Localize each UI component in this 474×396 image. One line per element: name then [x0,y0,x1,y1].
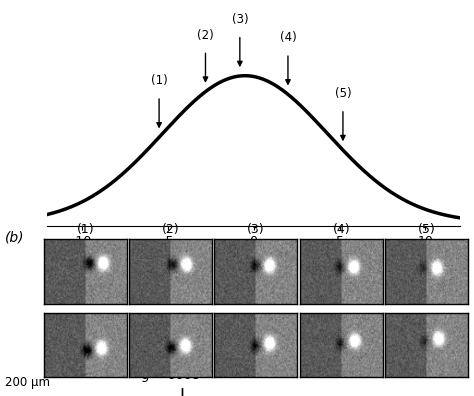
Text: (b): (b) [5,231,24,245]
Text: (4): (4) [280,31,296,44]
Text: 200 μm: 200 μm [5,376,50,389]
Text: (1): (1) [151,74,167,87]
Text: (2): (2) [162,223,180,236]
Text: (4): (4) [332,223,350,236]
Text: (5): (5) [418,223,436,236]
X-axis label: δθ (μrad): δθ (μrad) [225,251,283,263]
Text: g = 0008: g = 0008 [142,369,201,383]
Text: (3): (3) [231,13,248,26]
Text: (5): (5) [335,87,351,100]
Text: (3): (3) [247,223,265,236]
Text: (1): (1) [76,223,94,236]
Text: (2): (2) [197,29,214,42]
